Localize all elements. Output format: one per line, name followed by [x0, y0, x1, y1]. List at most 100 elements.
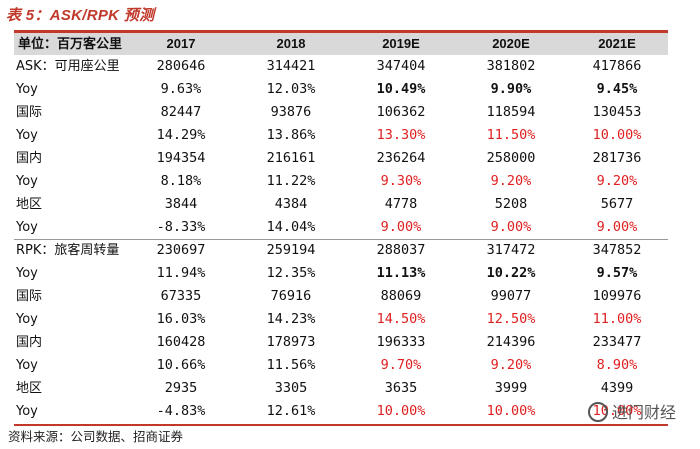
row-value: 3305	[274, 380, 308, 396]
row-value: 10.00%	[376, 403, 426, 419]
row-value: 11.56%	[266, 357, 316, 373]
row-value: 8.90%	[596, 357, 638, 373]
row-value: 9.20%	[596, 173, 638, 189]
row-value: 196333	[376, 334, 426, 350]
row-value: 2935	[164, 380, 198, 396]
row-value: 233477	[592, 334, 642, 350]
section-divider	[14, 239, 668, 240]
row-value: 314421	[266, 58, 316, 74]
row-label: Yoy	[16, 266, 38, 281]
row-value: 160428	[156, 334, 206, 350]
row-value: 194354	[156, 150, 206, 166]
row-value: 3635	[384, 380, 418, 396]
row-value: 14.29%	[156, 127, 206, 143]
row-label: Yoy	[16, 128, 38, 143]
row-label: Yoy	[16, 404, 38, 419]
table-row: ASK：可用座公里 280646 314421 347404 381802 417866	[14, 55, 668, 78]
row-value: 9.30%	[380, 173, 422, 189]
row-label: 地区	[16, 197, 43, 212]
row-value: 11.13%	[376, 265, 426, 281]
table-row: 国际 67335 76916 88069 99077 109976	[14, 285, 668, 308]
year-header-2021e: 2021E	[598, 36, 636, 51]
row-value: -4.83%	[156, 403, 206, 419]
row-label: 国际	[16, 105, 43, 120]
row-value: 3844	[164, 196, 198, 212]
row-value: 11.00%	[592, 311, 642, 327]
table-row: Yoy 9.63% 12.03% 10.49% 9.90% 9.45%	[14, 78, 668, 101]
row-value: 88069	[380, 288, 422, 304]
row-value: 236264	[376, 150, 426, 166]
row-value: 9.90%	[490, 81, 532, 97]
row-value: 417866	[592, 58, 642, 74]
row-value: 347404	[376, 58, 426, 74]
table-row: Yoy 8.18% 11.22% 9.30% 9.20% 9.20%	[14, 170, 668, 193]
row-value: 10.49%	[376, 81, 426, 97]
table-row: Yoy 11.94% 12.35% 11.13% 10.22% 9.57%	[14, 262, 668, 285]
year-header-2020e: 2020E	[492, 36, 530, 51]
bottom-rule	[14, 424, 668, 426]
row-label: Yoy	[16, 358, 38, 373]
row-label: 国内	[16, 335, 43, 350]
year-header-2017: 2017	[166, 36, 196, 51]
row-value: 259194	[266, 242, 316, 258]
table-title: 表 5：ASK/RPK 预测	[6, 7, 155, 24]
row-value: 9.20%	[490, 173, 532, 189]
row-value: 5208	[494, 196, 528, 212]
table-row: Yoy -8.33% 14.04% 9.00% 9.00% 9.00%	[14, 216, 668, 239]
row-value: 10.00%	[592, 127, 642, 143]
table-row: 国内 160428 178973 196333 214396 233477	[14, 331, 668, 354]
top-rule	[14, 30, 668, 33]
row-value: 347852	[592, 242, 642, 258]
row-value: 317472	[486, 242, 536, 258]
row-value: 109976	[592, 288, 642, 304]
row-value: 12.03%	[266, 81, 316, 97]
row-value: 14.04%	[266, 219, 316, 235]
row-value: 130453	[592, 104, 642, 120]
table-row: Yoy -4.83% 12.61% 10.00% 10.00% 10.00%	[14, 400, 668, 423]
row-value: 3999	[494, 380, 528, 396]
row-label: Yoy	[16, 312, 38, 327]
row-value: 9.00%	[380, 219, 422, 235]
row-value: 288037	[376, 242, 426, 258]
row-value: 9.57%	[596, 265, 638, 281]
row-value: 8.18%	[160, 173, 202, 189]
row-value: 11.22%	[266, 173, 316, 189]
row-value: 216161	[266, 150, 316, 166]
year-header-2018: 2018	[276, 36, 306, 51]
row-label: Yoy	[16, 174, 38, 189]
table-row: RPK：旅客周转量 230697 259194 288037 317472 347852	[14, 239, 668, 262]
row-label: RPK：旅客周转量	[16, 243, 120, 258]
table-row: 地区 2935 3305 3635 3999 4399	[14, 377, 668, 400]
row-value: 4778	[384, 196, 418, 212]
row-value: 11.50%	[486, 127, 536, 143]
row-value: 5677	[600, 196, 634, 212]
row-value: 258000	[486, 150, 536, 166]
table-header: 单位：百万客公里 2017 2018 2019E 2020E 2021E	[14, 33, 668, 55]
row-value: 13.86%	[266, 127, 316, 143]
row-label: Yoy	[16, 220, 38, 235]
table-row: 国内 194354 216161 236264 258000 281736	[14, 147, 668, 170]
row-value: 178973	[266, 334, 316, 350]
row-value: 9.00%	[490, 219, 532, 235]
row-label: ASK：可用座公里	[16, 59, 120, 74]
row-label: 地区	[16, 381, 43, 396]
row-value: 14.23%	[266, 311, 316, 327]
row-value: 16.03%	[156, 311, 206, 327]
row-value: 12.50%	[486, 311, 536, 327]
table-row: Yoy 14.29% 13.86% 13.30% 11.50% 10.00%	[14, 124, 668, 147]
row-value: 99077	[490, 288, 532, 304]
table-row: 国际 82447 93876 106362 118594 130453	[14, 101, 668, 124]
row-value: 11.94%	[156, 265, 206, 281]
row-value: 4384	[274, 196, 308, 212]
row-value: 118594	[486, 104, 536, 120]
row-value: 14.50%	[376, 311, 426, 327]
row-value: 9.63%	[160, 81, 202, 97]
row-value: 93876	[270, 104, 312, 120]
row-value: 381802	[486, 58, 536, 74]
row-value: 9.70%	[380, 357, 422, 373]
row-label: Yoy	[16, 82, 38, 97]
row-value: 10.66%	[156, 357, 206, 373]
row-value: 9.20%	[490, 357, 532, 373]
row-value: 230697	[156, 242, 206, 258]
row-value: -8.33%	[156, 219, 206, 235]
